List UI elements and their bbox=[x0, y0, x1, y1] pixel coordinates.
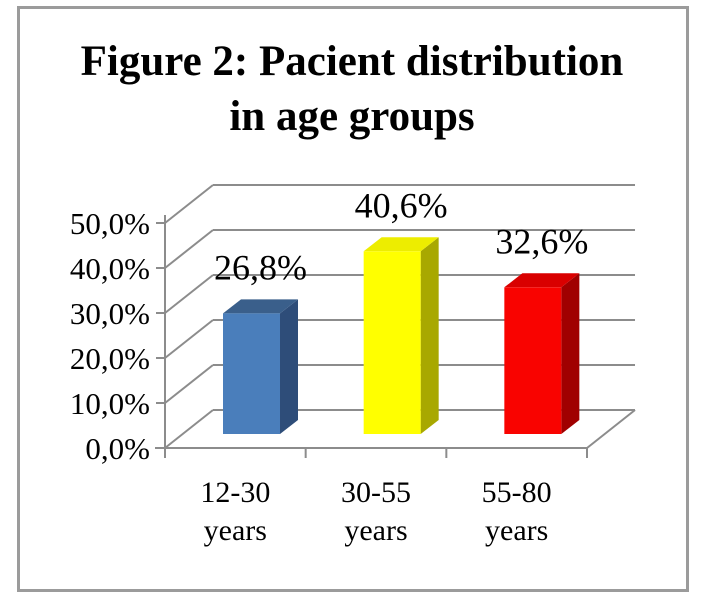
gridline-depth bbox=[164, 184, 214, 224]
bar-30-55-years bbox=[363, 237, 439, 434]
x-axis-category-label: 30-55 years bbox=[341, 476, 411, 547]
bar-12-30-years bbox=[223, 299, 298, 434]
x-axis-category-label: 55-80 years bbox=[482, 476, 552, 547]
bar-top-face bbox=[504, 273, 580, 288]
chart-title: Figure 2: Pacient distribution in age gr… bbox=[0, 34, 704, 144]
bar-front-face bbox=[363, 251, 421, 434]
y-axis-label: 40,0% bbox=[70, 251, 150, 286]
bar-top-face bbox=[363, 237, 439, 252]
gridline-depth bbox=[164, 229, 214, 269]
bar-front-face bbox=[504, 287, 562, 434]
y-axis-label: 50,0% bbox=[70, 206, 150, 241]
gridline-depth bbox=[164, 319, 214, 359]
floor-right-edge bbox=[586, 409, 636, 449]
bar-front-face bbox=[223, 313, 280, 434]
y-axis-label: 10,0% bbox=[70, 386, 150, 421]
data-label: 40,6% bbox=[355, 185, 448, 225]
y-axis-label: 30,0% bbox=[70, 296, 150, 331]
data-label: 26,8% bbox=[214, 247, 307, 287]
chart-title-line1: Figure 2: Pacient distribution bbox=[80, 38, 624, 85]
bar-side-face bbox=[280, 299, 298, 434]
data-label: 32,6% bbox=[495, 221, 588, 261]
y-axis-label: 20,0% bbox=[70, 341, 150, 376]
bar-side-face bbox=[561, 273, 580, 434]
gridline-depth bbox=[164, 364, 214, 404]
bar-top-face bbox=[223, 299, 298, 314]
bar-side-face bbox=[420, 237, 439, 434]
chart-title-line2: in age groups bbox=[229, 93, 475, 140]
y-axis-label: 0,0% bbox=[85, 431, 150, 466]
gridline-depth bbox=[164, 274, 214, 314]
gridline-depth bbox=[164, 409, 214, 449]
bar-55-80-years bbox=[504, 273, 580, 434]
x-axis-category-label: 12-30 years bbox=[200, 476, 270, 547]
